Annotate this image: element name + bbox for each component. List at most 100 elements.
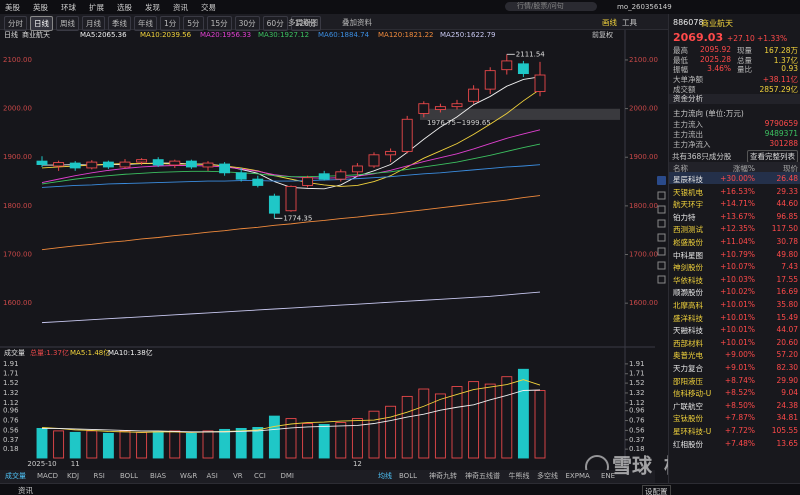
icon (657, 233, 666, 242)
overlay-data[interactable]: 叠加资料 (342, 18, 372, 27)
status-bar: 资讯 设配置 (0, 483, 800, 495)
indicator-tab[interactable]: BIAS (150, 472, 167, 480)
menu-item[interactable]: 环球 (61, 2, 76, 12)
stock-row-pct: +12.35% (720, 224, 755, 234)
overlay-tab[interactable]: 牛熊线 (509, 471, 530, 480)
period-tab[interactable]: 季线 (108, 16, 131, 31)
menu-item[interactable]: 扩展 (89, 2, 104, 12)
indicator-tab[interactable]: CCI (254, 472, 266, 480)
volume-bar (517, 368, 529, 459)
indicator-tab[interactable]: DMI (281, 472, 295, 480)
period-tab[interactable]: 15分 (206, 16, 232, 31)
period-tab[interactable]: 日线 (30, 16, 53, 31)
stock-row-name[interactable]: 中科星图 (673, 250, 703, 260)
indicator-tab[interactable]: BOLL (120, 472, 138, 480)
stock-row-name[interactable]: 西测测试 (673, 225, 703, 235)
stock-row-name[interactable]: 西部材料 (673, 338, 703, 348)
overlay-tab[interactable]: BOLL (399, 472, 417, 480)
candle-body (235, 172, 247, 180)
y-tick-label: 0.56 (629, 426, 645, 434)
menu-item[interactable]: 美股 (5, 2, 20, 12)
status-right[interactable]: 设配置 (642, 485, 671, 495)
stock-row-price: 105.55 (771, 426, 798, 435)
stock-row-name[interactable]: 天力复合 (673, 364, 703, 373)
stock-row-pct: +13.67% (720, 211, 755, 221)
candle-body (86, 161, 98, 169)
period-tab[interactable]: 1分 (160, 16, 181, 31)
period-tab[interactable]: 月线 (82, 16, 105, 31)
y-tick-label: 2100.00 (3, 56, 32, 64)
overlay-tab[interactable]: ENE (601, 472, 615, 480)
period-tab[interactable]: 年线 (134, 16, 157, 31)
stock-row-name[interactable]: 奥普光电 (673, 351, 703, 361)
volume-bar (451, 386, 463, 459)
stock-row-price: 17.55 (776, 274, 798, 284)
band-label: 1976.75~1999.65 (427, 119, 491, 127)
user-name[interactable]: mo_260356149 (617, 3, 672, 11)
menu-item[interactable]: 英股 (33, 2, 48, 12)
stock-row-name[interactable]: 宝钛股份 (673, 414, 703, 424)
stock-row-name[interactable]: 崧盛股份 (673, 238, 703, 247)
status-left[interactable]: 资讯 (18, 486, 33, 495)
volume-bar (385, 405, 397, 459)
stock-row-name[interactable]: 红相股份 (673, 439, 703, 449)
period-tab[interactable]: 分时 (4, 16, 27, 31)
period-tab[interactable]: 周线 (56, 16, 79, 31)
stock-row-name[interactable]: 星环科技-U (673, 427, 712, 436)
stock-row-name[interactable]: 天融科技 (673, 326, 703, 336)
volume-bar (351, 418, 363, 459)
legend-entry: MA30:1927.12 (258, 31, 309, 39)
stock-row-name[interactable]: 广联航空 (673, 401, 703, 411)
overlay-tab[interactable]: 均线 (378, 471, 392, 480)
indicator-tab[interactable]: ASI (207, 472, 218, 480)
volume-bar (102, 432, 114, 459)
chart-name: 商业航天 (22, 30, 50, 39)
y-tick-label: 0.56 (3, 426, 19, 434)
overlay-tab[interactable]: 神奇九转 (429, 471, 457, 480)
period-tab[interactable]: 30分 (234, 16, 260, 31)
indicator-tab[interactable]: VR (233, 472, 243, 480)
y-tick-label: 1900.00 (629, 153, 658, 161)
stock-row-name[interactable]: 邵阳液压 (673, 376, 703, 386)
table-header: 名称 (673, 164, 688, 173)
y-tick-label: 0.37 (629, 436, 645, 444)
period-tab[interactable]: 5分 (183, 16, 204, 31)
stock-row-name[interactable]: 铂力特 (673, 212, 696, 222)
candle-body (368, 154, 380, 167)
ma-line (41, 164, 541, 188)
indicator-tab[interactable]: MACD (37, 472, 58, 480)
volume-bar (69, 431, 81, 459)
multi-period[interactable]: 多周期图 (288, 18, 318, 27)
period-tab[interactable]: 120分 (290, 16, 321, 31)
period-tab[interactable]: 60分 (262, 16, 288, 31)
volume-bar (401, 395, 413, 459)
indicator-tab[interactable]: KDJ (67, 472, 79, 480)
menu-item[interactable]: 资讯 (173, 2, 188, 12)
stock-row-name[interactable]: 星辰科技 (673, 175, 703, 184)
adjust-label: 前复权 (592, 30, 613, 39)
overlay-tab[interactable]: EXPMA (566, 472, 590, 480)
indicator-tab[interactable]: W&R (180, 472, 197, 480)
menu-item[interactable]: 选股 (117, 2, 132, 12)
stock-row-name[interactable]: 盛洋科技 (673, 313, 703, 323)
y-tick-label: 1.52 (629, 379, 645, 387)
indicator-tab[interactable]: 成交量 (5, 471, 26, 480)
stock-row-pct: +7.87% (724, 413, 755, 423)
indicator-tab[interactable]: RSI (94, 472, 105, 480)
overlay-tab[interactable]: 神奇五线谱 (465, 471, 500, 480)
stock-row-name[interactable]: 信科移动-U (673, 389, 712, 399)
stock-row-name[interactable]: 北摩高科 (673, 301, 703, 310)
stock-row-name[interactable]: 神剑股份 (673, 263, 703, 273)
stock-row-name[interactable]: 顺灏股份 (673, 288, 703, 298)
stock-row-name[interactable]: 华依科技 (673, 275, 703, 285)
menu-item[interactable]: 交易 (201, 2, 216, 12)
tool-button[interactable]: 工具 (622, 18, 637, 27)
table-header: 现价 (783, 164, 798, 173)
tool-button[interactable]: 画线 (602, 18, 617, 27)
menu-item[interactable]: 发现 (145, 2, 160, 12)
ma-line (41, 291, 541, 324)
stock-row-name[interactable]: 航天环宇 (673, 200, 703, 210)
stock-row-name[interactable]: 天银机电 (673, 187, 703, 197)
overlay-tab[interactable]: 多空线 (537, 471, 558, 480)
search-box[interactable]: 行情/股票/问句 (505, 2, 597, 11)
